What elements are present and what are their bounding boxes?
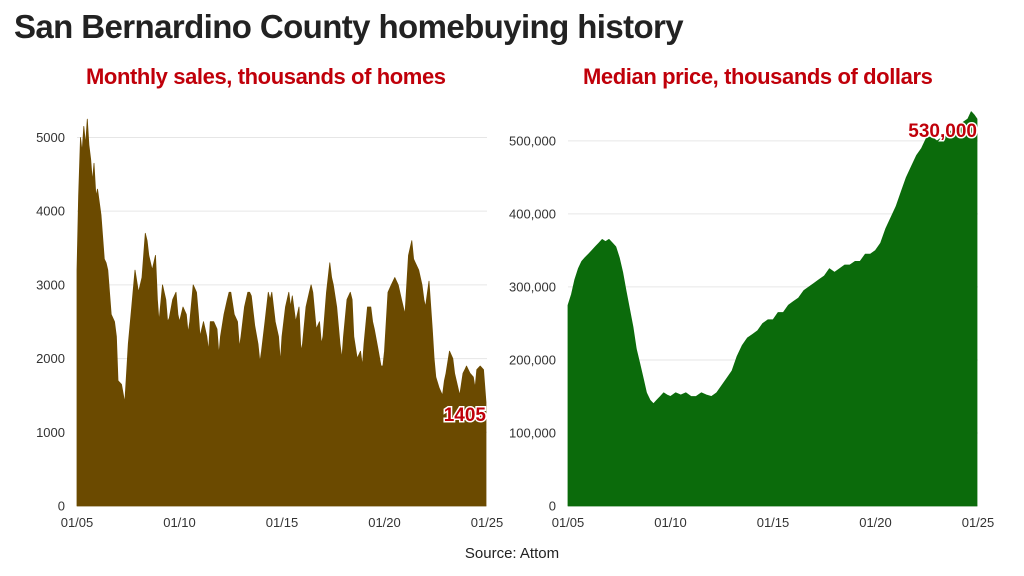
- price-end-value-label: 530,000: [908, 121, 977, 142]
- price-ytick-label: 100,000: [509, 425, 556, 440]
- sales-ytick-label: 1000: [36, 425, 65, 440]
- source-note: Source: Attom: [464, 545, 560, 562]
- sales-ytick-label: 0: [58, 499, 65, 514]
- price-chart-title: Median price, thousands of dollars: [583, 64, 933, 89]
- price-xtick-label: 01/10: [654, 515, 687, 530]
- sales-area: [76, 118, 487, 507]
- sales-ytick-label: 2000: [36, 351, 65, 366]
- price-ytick-label: 300,000: [509, 279, 556, 294]
- sales-end-value-label: 1405: [444, 405, 487, 426]
- price-xtick-label: 01/05: [552, 515, 585, 530]
- price-xtick-label: 01/15: [757, 515, 790, 530]
- sales-xtick-label: 01/25: [471, 515, 504, 530]
- price-xtick-label: 01/20: [859, 515, 892, 530]
- sales-xtick-label: 01/15: [266, 515, 299, 530]
- price-ytick-label: 200,000: [509, 352, 556, 367]
- sales-ytick-label: 3000: [36, 277, 65, 292]
- price-ytick-label: 400,000: [509, 206, 556, 221]
- sales-ytick-label: 4000: [36, 204, 65, 219]
- sales-chart-title: Monthly sales, thousands of homes: [86, 64, 446, 89]
- sales-xtick-label: 01/20: [368, 515, 401, 530]
- price-ytick-label: 0: [549, 499, 556, 514]
- page-title: San Bernardino County homebuying history: [14, 8, 684, 45]
- sales-xtick-label: 01/10: [163, 515, 196, 530]
- sales-xtick-label: 01/05: [61, 515, 94, 530]
- price-area: [567, 111, 978, 507]
- sales-ytick-label: 5000: [36, 130, 65, 145]
- price-xtick-label: 01/25: [962, 515, 995, 530]
- price-ytick-label: 500,000: [509, 133, 556, 148]
